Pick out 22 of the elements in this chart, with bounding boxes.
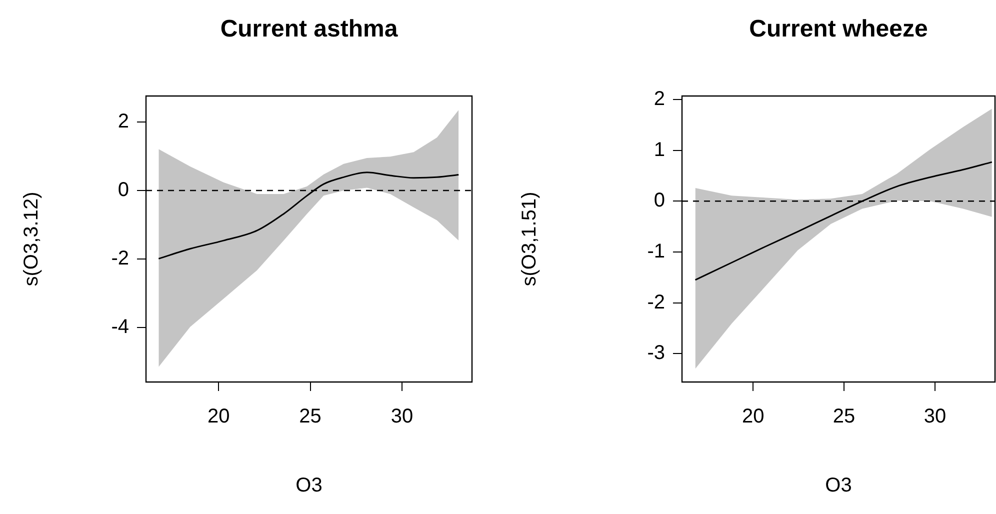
- y-tick-label: -4: [111, 316, 129, 338]
- y-tick-label: -3: [647, 342, 665, 364]
- x-tick-label: 20: [207, 406, 230, 428]
- y-axis-title: s(O3,1.51): [518, 192, 541, 286]
- y-tick-label: -2: [111, 248, 129, 270]
- x-tick-label: 20: [742, 406, 764, 428]
- y-tick-label: 2: [118, 110, 129, 133]
- y-tick-label: 0: [118, 179, 129, 202]
- x-tick-label: 25: [299, 406, 322, 428]
- y-tick-label: 2: [654, 88, 665, 110]
- x-tick-label: 30: [924, 406, 946, 428]
- y-axis-title: s(O3,3.12): [20, 192, 43, 286]
- x-axis-title: O3: [825, 474, 852, 497]
- chart-title: Current wheeze: [749, 16, 928, 43]
- y-tick-label: 0: [654, 190, 665, 212]
- x-tick-label: 30: [390, 406, 414, 428]
- y-tick-label: 1: [654, 138, 665, 161]
- x-axis-title: O3: [296, 474, 322, 497]
- y-tick-label: -1: [647, 240, 665, 262]
- chart-title: Current asthma: [220, 16, 398, 43]
- y-tick-label: -2: [647, 291, 665, 314]
- x-tick-label: 25: [832, 406, 856, 428]
